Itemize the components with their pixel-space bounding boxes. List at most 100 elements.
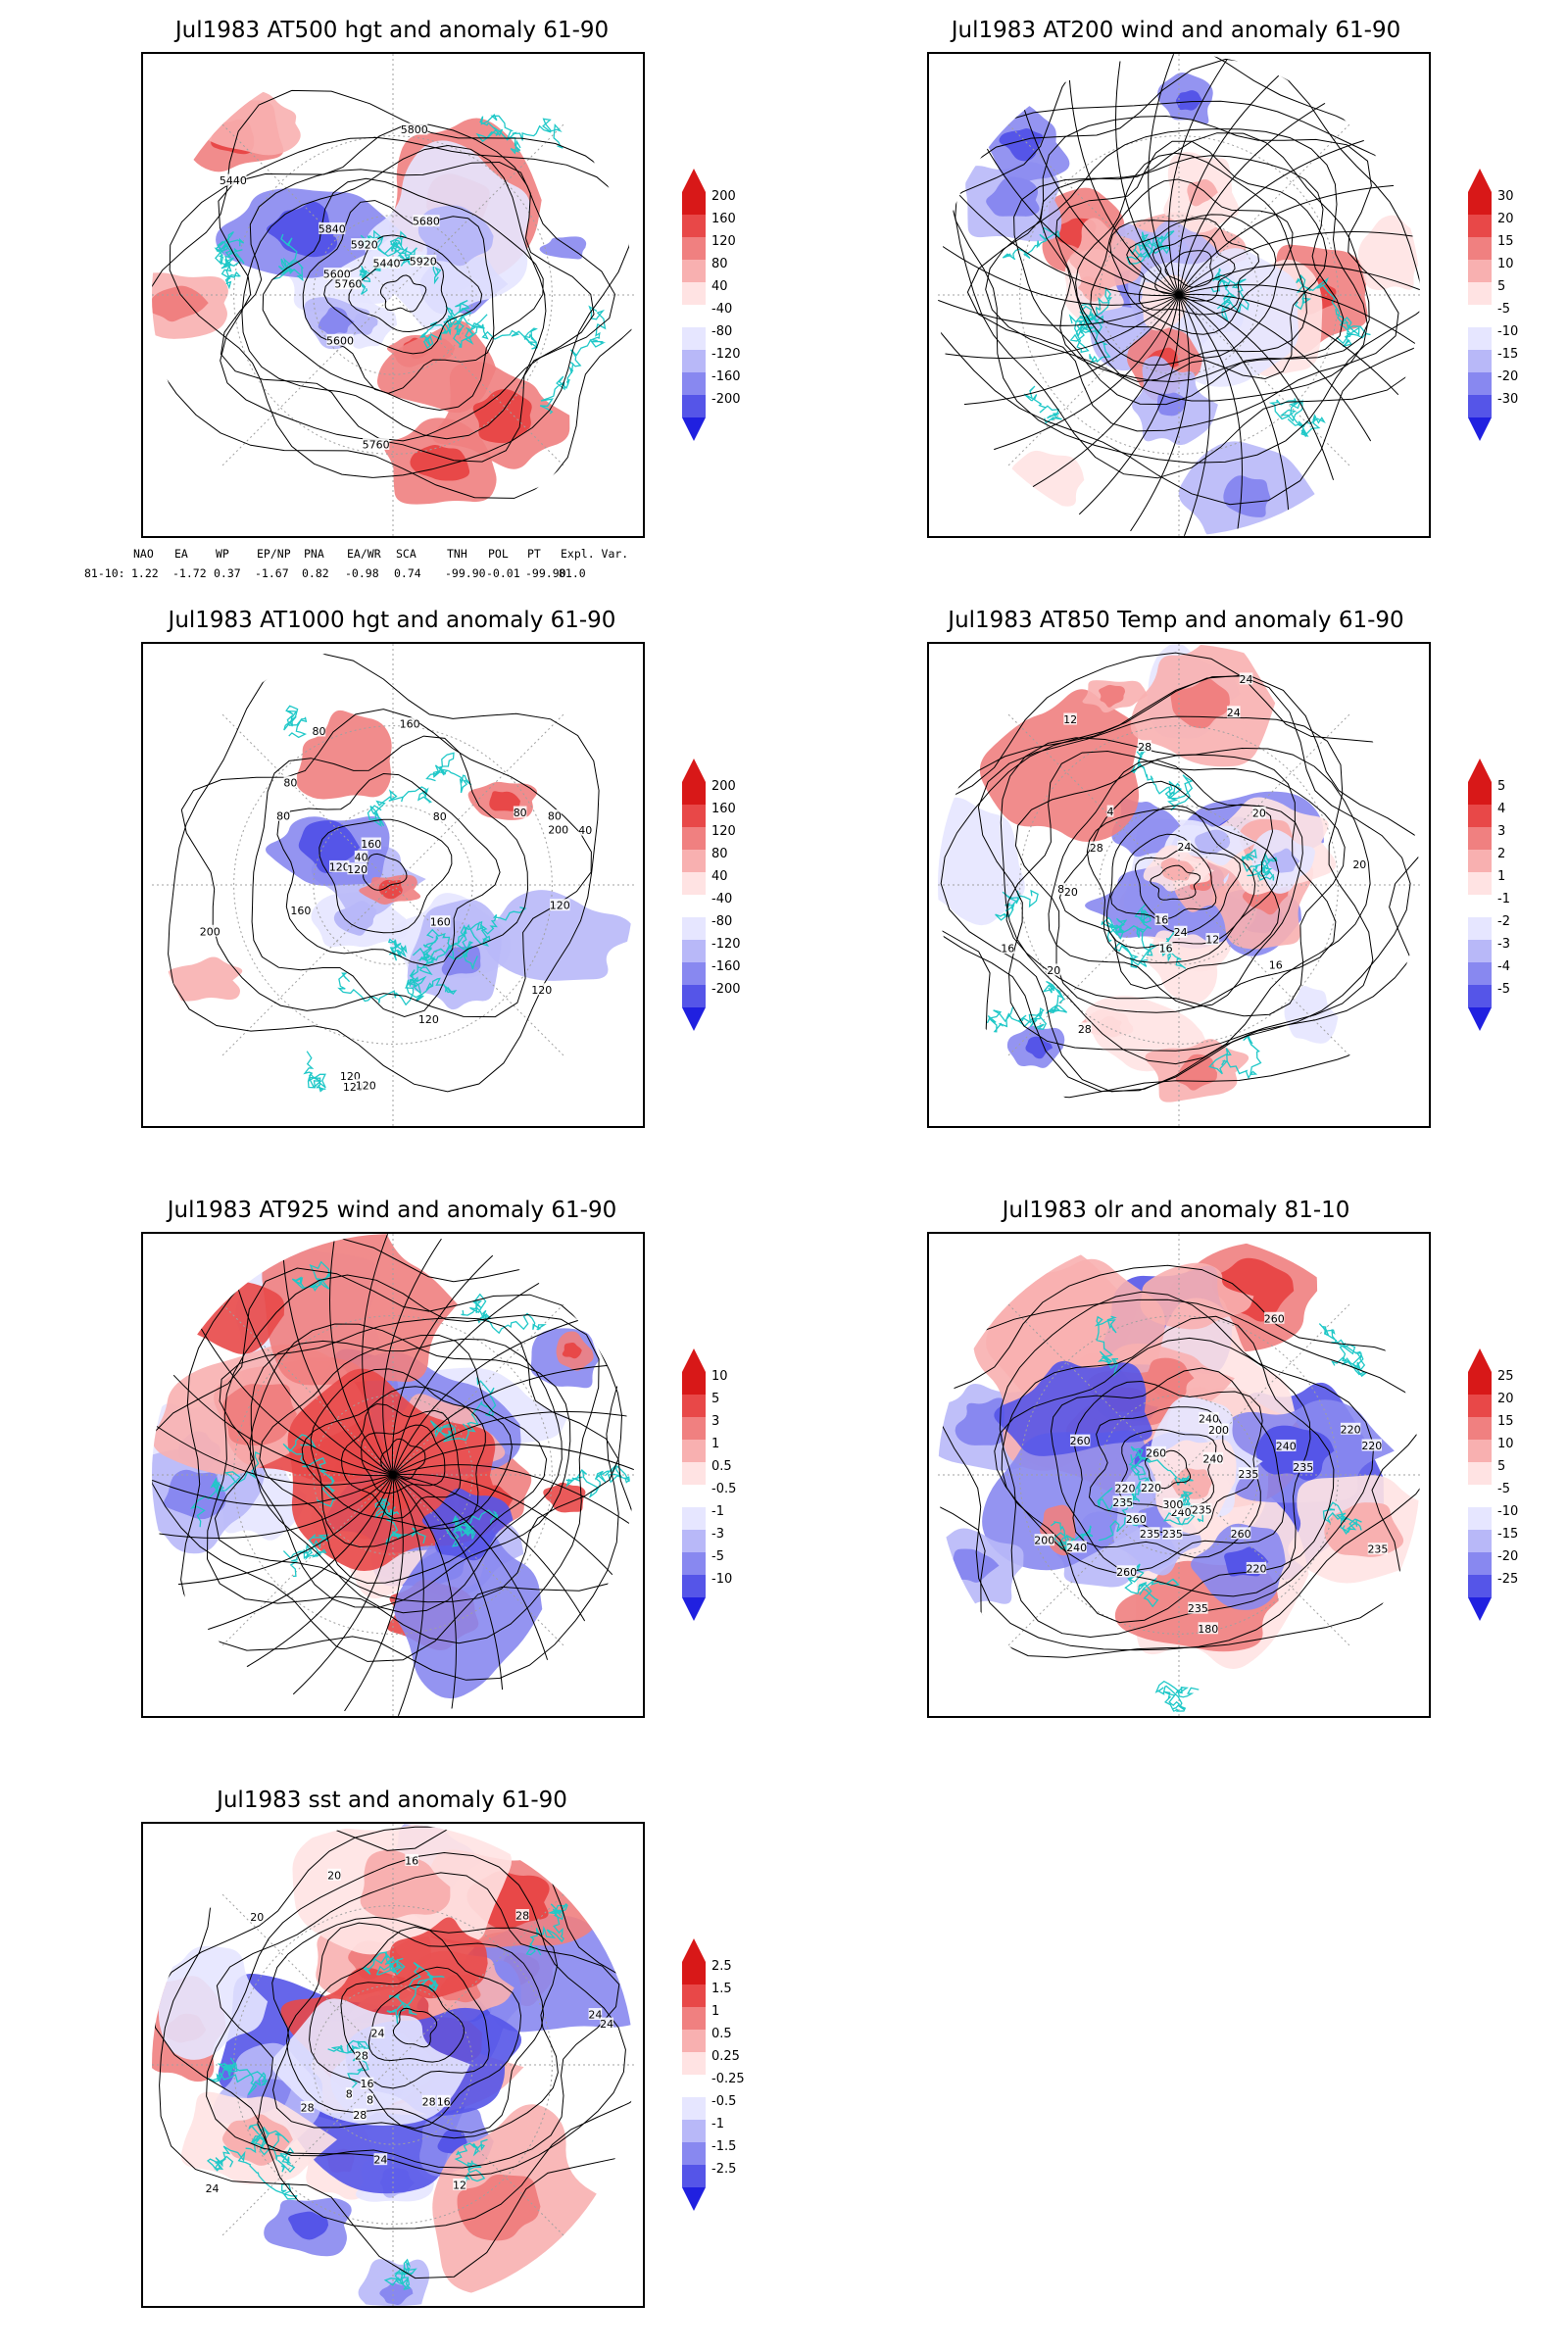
contour-label: 28 xyxy=(1078,1023,1092,1036)
contour-line xyxy=(393,2007,438,2048)
colorbar-label: -160 xyxy=(711,959,741,974)
colorbar-segment xyxy=(1468,850,1492,872)
contour-label: 235 xyxy=(1367,1544,1388,1556)
negative-anomaly xyxy=(986,176,1040,217)
streamline xyxy=(1168,58,1228,296)
negative-anomaly xyxy=(441,946,481,976)
contour-line xyxy=(1152,234,1236,302)
contour-label: 200 xyxy=(1034,1535,1054,1547)
colorbar-segment xyxy=(1468,192,1492,215)
contour-labels: 2602202352202402602352602202352402001802… xyxy=(1034,1311,1388,1636)
streamline xyxy=(938,294,1180,326)
colorbar-segment xyxy=(1468,1395,1492,1417)
colorbar-segment xyxy=(1468,1552,1492,1575)
contour-line xyxy=(218,123,616,463)
colorbar-label: -40 xyxy=(711,302,732,317)
streamline xyxy=(1178,264,1420,296)
contour-label: 5680 xyxy=(413,216,440,228)
colorbar-segment xyxy=(682,417,706,441)
colorbar-label: 120 xyxy=(711,824,736,839)
contour-label: 24 xyxy=(1227,707,1241,719)
colorbar-label: 25 xyxy=(1497,1369,1514,1384)
contour-label: 8 xyxy=(1057,883,1064,896)
colorbar-segment xyxy=(682,1597,706,1621)
positive-anomaly xyxy=(1357,215,1420,290)
colorbar-segment xyxy=(1468,169,1492,192)
colorbar-label: -0.5 xyxy=(711,2094,736,2109)
contour-label: 28 xyxy=(301,2102,315,2115)
contour-label: 12 xyxy=(1063,713,1077,726)
negative-anomaly xyxy=(394,1516,543,1699)
contour-label: 220 xyxy=(1246,1562,1266,1575)
colorbar-segment xyxy=(682,782,706,805)
negative-anomaly xyxy=(539,236,587,260)
colorbar-label: -3 xyxy=(1497,937,1510,952)
colorbar-label: 1 xyxy=(711,1437,719,1451)
colorbar-segment xyxy=(1468,1440,1492,1462)
streamline xyxy=(1178,294,1372,442)
contour-label: 220 xyxy=(1141,1482,1161,1494)
contour-line xyxy=(340,1966,490,2089)
contour-label: 24 xyxy=(600,2018,613,2031)
contour-line xyxy=(938,54,1420,506)
contour-line xyxy=(1109,214,1277,335)
contour-label: 20 xyxy=(1064,886,1078,899)
colorbar-label: -10 xyxy=(1497,1504,1518,1519)
streamline xyxy=(392,1474,424,1716)
contour-label: 8 xyxy=(346,2088,353,2101)
negative-anomaly xyxy=(951,1548,1000,1583)
positive-anomaly xyxy=(1170,678,1230,729)
streamline xyxy=(392,1464,630,1524)
graticule xyxy=(152,54,634,536)
colorbar-label: -15 xyxy=(1497,347,1518,362)
colorbar-label: 20 xyxy=(1497,212,1514,226)
map-plot xyxy=(927,52,1431,538)
contour-label: 260 xyxy=(1146,1446,1166,1459)
negative-anomaly xyxy=(288,2211,329,2240)
colorbar-label: -2.5 xyxy=(711,2162,736,2177)
streamline xyxy=(362,1234,394,1476)
colorbar-segment xyxy=(1468,1462,1492,1485)
streamline xyxy=(963,294,1180,406)
contour-line xyxy=(301,1386,486,1530)
positive-anomaly xyxy=(1171,1468,1214,1499)
positive-anomaly xyxy=(296,710,392,800)
colorbar-segment xyxy=(1468,962,1492,985)
colorbar-segment xyxy=(682,2052,706,2075)
anomaly-shading xyxy=(167,710,634,1010)
contour-label: 120 xyxy=(418,1013,439,1026)
colorbar-segment xyxy=(682,2120,706,2142)
colorbar-label: -2 xyxy=(1497,914,1510,929)
colorbar-segment xyxy=(1468,1007,1492,1031)
index-value: -0.98 xyxy=(345,566,379,580)
contour-label: 160 xyxy=(400,718,420,731)
contour-label: 28 xyxy=(515,1910,529,1923)
streamline xyxy=(392,1474,457,1709)
streamline xyxy=(986,148,1180,296)
contour-label: 8 xyxy=(367,2094,373,2107)
negative-anomaly xyxy=(1284,985,1339,1044)
contour-label: 5920 xyxy=(351,239,378,252)
negative-anomaly xyxy=(1195,829,1231,855)
contour-line xyxy=(241,144,547,440)
colorbar-segment xyxy=(682,1395,706,1417)
streamline xyxy=(152,1474,394,1506)
colorbar-segment xyxy=(682,2097,706,2120)
map-plot: 5800 5600 5920 5440 5440 5600 5680 5760 5840 5760… xyxy=(141,52,645,538)
map-plot: 80 120 160 120 200 160 80 80 120 160 120 40 120 80 40 2… xyxy=(141,642,645,1128)
colorbar-segment xyxy=(682,2165,706,2187)
contour-label: 220 xyxy=(1361,1440,1382,1452)
positive-anomaly xyxy=(378,879,403,900)
contour-label: 80 xyxy=(276,809,290,822)
negative-anomaly xyxy=(994,1360,1152,1456)
contour-label: 200 xyxy=(548,824,568,837)
streamline xyxy=(1177,74,1280,296)
colorbar-segment xyxy=(682,2075,706,2097)
contour-line xyxy=(1110,833,1242,934)
contour-line xyxy=(361,1424,446,1494)
colorbar-label: 0.25 xyxy=(711,2049,740,2064)
colorbar-segment xyxy=(1468,895,1492,917)
colorbar-segment xyxy=(682,850,706,872)
contour-label: 5920 xyxy=(410,255,437,268)
